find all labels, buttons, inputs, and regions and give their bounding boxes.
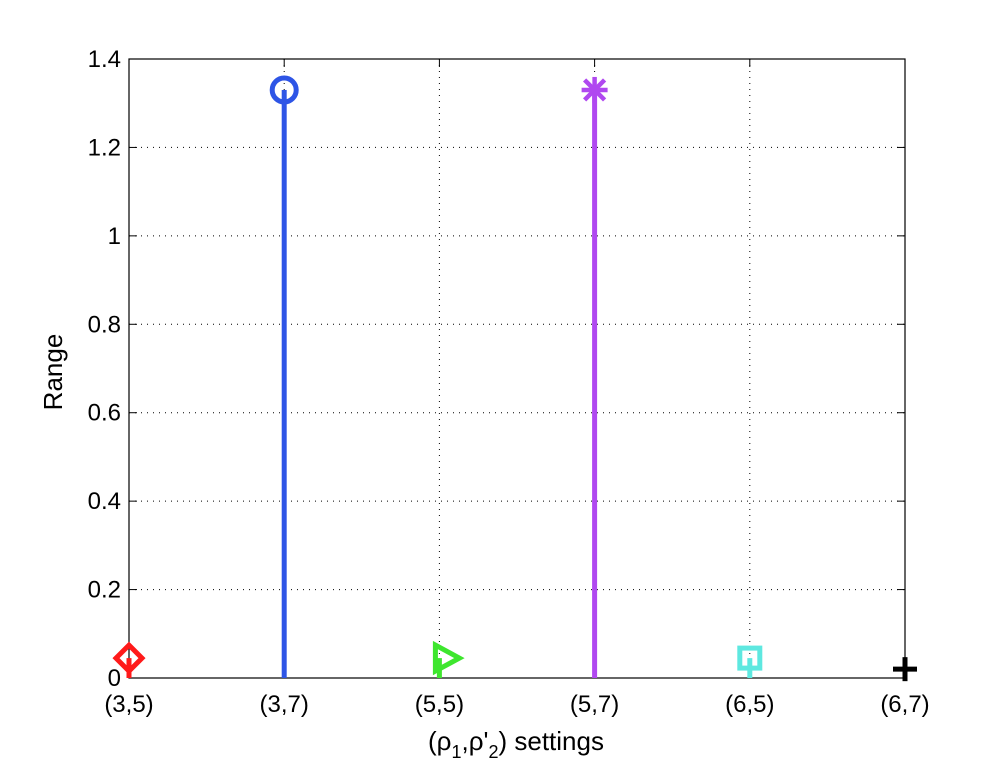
y-tick-label: 0 [108,665,121,692]
x-axis-label: (ρ1,ρ'2) settings [428,726,604,762]
grid [129,59,905,678]
y-tick-label: 1.2 [88,134,121,161]
stems [112,75,917,682]
stem-marker-square [737,645,763,671]
x-tick-label: (5,7) [570,691,619,718]
stem-marker-circle [269,75,299,105]
y-tick-label: 0.4 [88,488,121,515]
y-tick-label: 1.4 [88,46,121,73]
y-tick-label: 0.8 [88,311,121,338]
stem-marker-plus [893,657,917,682]
y-tick-label: 1 [108,223,121,250]
asterisk-stroke [583,78,607,102]
axes [128,58,906,679]
y-tick-label: 0.6 [88,400,121,427]
stem-marker-asterisk [581,76,608,103]
tick-labels: 0 0.2 0.4 0.6 0.8 1 1.2 1.4 (3,5) (3,7) (5,5) (5,7)… [88,46,930,718]
y-tick-label: 0.2 [88,577,121,604]
y-axis-label: Range [38,334,68,411]
plot-frame [128,58,906,679]
x-tick-label: (6,5) [725,691,774,718]
x-tick-label: (3,7) [260,691,309,718]
stem-marker-triangle [432,640,465,676]
x-tick-label: (3,5) [104,691,153,718]
x-tick-label: (6,7) [880,691,929,718]
x-tick-label: (5,5) [415,691,464,718]
stem-marker-diamond [112,641,146,675]
